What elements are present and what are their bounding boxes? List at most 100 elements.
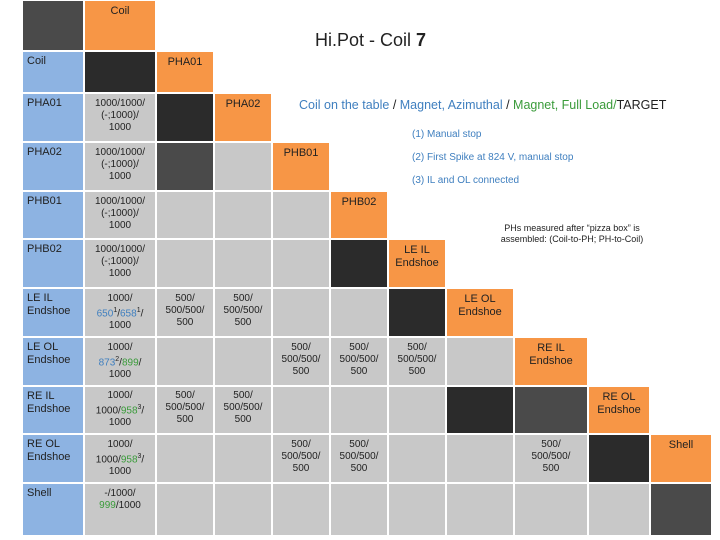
grid-cell [156,386,214,434]
cell-value: 1000/1000/(-;1000)/1000 [94,98,146,133]
grid-cell [214,191,272,239]
col-header-pha02: PHA02 [214,93,272,142]
grid-cell [330,483,388,536]
cell-value: 500/500/500/500 [281,342,321,377]
row-label-re-il: RE IL Endshoe [22,386,84,434]
cell-value: 1000/1000/(-;1000)/1000 [94,196,146,231]
grid-cell [84,288,156,337]
grid-cell [84,93,156,142]
grid-cell [156,142,214,191]
row-label-pha02: PHA02 [22,142,84,191]
grid-cell [388,483,446,536]
grid-cell [272,337,330,386]
grid-cell [514,434,588,483]
grid-cell [214,386,272,434]
grid-cell [214,434,272,483]
col-header-shell: Shell [650,434,712,483]
grid-cell [214,142,272,191]
row-label-le-ol: LE OL Endshoe [22,337,84,386]
cell-value: 500/500/500/500 [223,293,263,328]
note-1: (1) Manual stop [412,129,482,140]
legend: Coil on the table / Magnet, Azimuthal / … [299,98,667,112]
col-header-pha01: PHA01 [156,51,214,93]
phs-note: PHs measured after “pizza box” is assemb… [500,223,644,244]
grid-cell [84,239,156,288]
grid-cell [388,386,446,434]
cell-value: 1000/1000/(-;1000)/1000 [94,147,146,182]
cell-value: 500/500/500/500 [165,293,205,328]
top-coil-label: Coil [110,5,130,17]
grid-cell [156,434,214,483]
grid-cell [330,386,388,434]
cell-value: -/1000/ 999/1000 [99,488,141,511]
cell-value: 500/500/500/500 [165,390,205,425]
top-coil-header: Coil [84,0,156,51]
grid-cell [330,434,388,483]
row-label-phb02: PHB02 [22,239,84,288]
grid-cell [214,239,272,288]
grid-cell [446,337,514,386]
note-3: (3) IL and OL connected [412,175,520,186]
grid-cell [446,386,514,434]
grid-cell [650,483,712,536]
row-label-shell: Shell [22,483,84,536]
grid-cell [156,288,214,337]
grid-cell [156,337,214,386]
grid-cell [330,288,388,337]
grid-cell [272,483,330,536]
grid-cell [388,288,446,337]
grid-cell [272,434,330,483]
grid-cell [330,337,388,386]
col-header-re-il: RE IL Endshoe [514,337,588,386]
grid-cell [514,483,588,536]
row-label-le-il: LE IL Endshoe [22,288,84,337]
row-label-pha01: PHA01 [22,93,84,142]
cell-value: 1000/ 1000/9583/ 1000 [95,390,145,429]
col-header-le-ol: LE OL Endshoe [446,288,514,337]
corner-coil-cell: Coil [22,51,84,93]
row-label-re-ol: RE OL Endshoe [22,434,84,483]
grid-cell [272,239,330,288]
grid-cell [272,386,330,434]
cell-value: 500/500/500/500 [281,439,321,474]
grid-cell [446,434,514,483]
grid-cell [514,386,588,434]
grid-cell [214,483,272,536]
cell-value: 1000/ 8732/899/ 1000 [98,342,142,381]
grid-cell [588,434,650,483]
cell-value: 1000/ 6501/6581/ 1000 [96,293,144,332]
grid-cell [388,337,446,386]
grid-cell [214,337,272,386]
grid-cell [84,337,156,386]
grid-cell [84,142,156,191]
col-header-phb02: PHB02 [330,191,388,239]
grid-cell [272,191,330,239]
cell-value: 500/500/500/500 [223,390,263,425]
cell-value: 500/500/500/500 [339,342,379,377]
grid-cell [272,288,330,337]
page-title: Hi.Pot - Coil 7 [315,30,427,50]
grid-cell [156,483,214,536]
grid-cell [156,93,214,142]
cell-value: 1000/1000/(-;1000)/1000 [94,244,146,279]
col-header-le-il: LE IL Endshoe [388,239,446,288]
grid-cell [84,191,156,239]
grid-cell [84,386,156,434]
cell-value: 500/500/500/500 [531,439,571,474]
grid-cell [156,191,214,239]
cell-value: 500/500/500/500 [339,439,379,474]
grid-cell [446,483,514,536]
col-header-phb01: PHB01 [272,142,330,191]
grid-cell [84,434,156,483]
cell-value: 1000/ 1000/9583/ 1000 [95,439,145,478]
grid-cell [330,239,388,288]
grid-cell [84,483,156,536]
grid-cell [588,483,650,536]
grid-cell [388,434,446,483]
grid-cell [84,51,156,93]
note-2: (2) First Spike at 824 V, manual stop [412,152,574,163]
top-left-block [22,0,84,51]
grid-cell [214,288,272,337]
grid-cell [156,239,214,288]
row-label-phb01: PHB01 [22,191,84,239]
